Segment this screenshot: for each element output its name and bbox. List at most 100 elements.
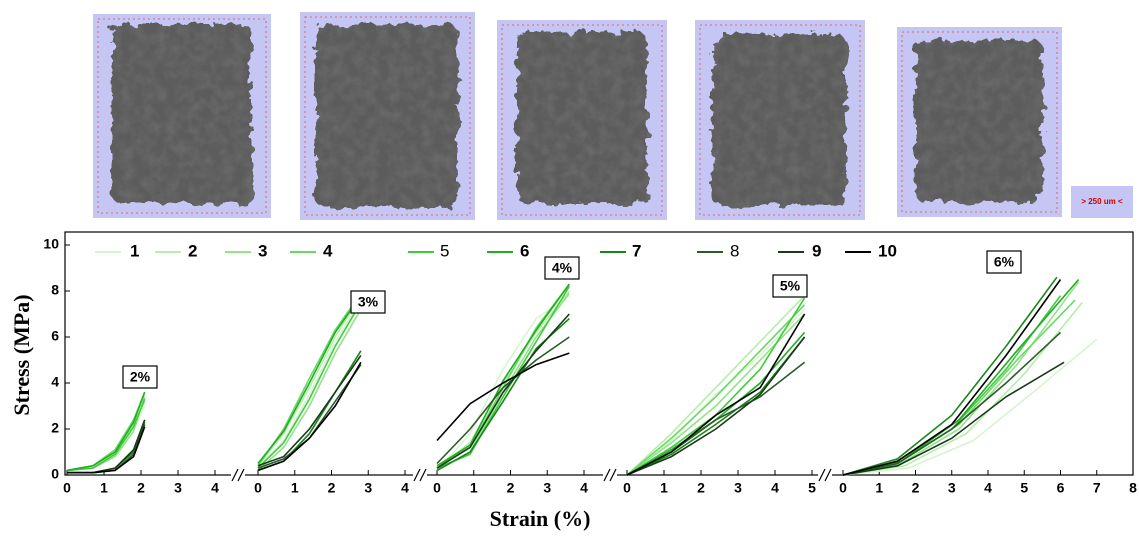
x-tick-label: 6	[1057, 480, 1065, 496]
panel: 0 1 2 3 4 3%	[254, 290, 409, 496]
x-tick-label: 1	[660, 480, 668, 496]
stress-strain-curve	[626, 304, 806, 476]
stress-strain-curve	[66, 398, 146, 472]
panel-label: 2%	[130, 369, 151, 385]
y-tick-label: 10	[43, 236, 59, 252]
panel: 0 1 2 3 4 4%	[433, 256, 588, 496]
x-tick-label: 1	[291, 480, 299, 496]
x-tick-label: 0	[839, 480, 847, 496]
axis-break-gap	[818, 469, 832, 481]
stress-strain-curve	[436, 352, 570, 442]
stress-strain-curve	[436, 294, 570, 471]
x-tick-label: 5	[808, 480, 816, 496]
x-tick-label: 2	[328, 480, 336, 496]
stress-strain-curve	[257, 361, 362, 472]
panel-label-box	[544, 256, 580, 280]
scale-bar-label: > 250 um <	[1081, 197, 1123, 206]
axis-break	[603, 468, 611, 482]
panel-label: 3%	[358, 294, 379, 310]
stress-strain-curve	[436, 336, 570, 465]
scaffold-image	[497, 20, 667, 220]
x-tick-label: 7	[1093, 480, 1101, 496]
legend-label: 2	[188, 241, 197, 260]
axis-break	[609, 468, 617, 482]
legend-label: 1	[130, 241, 139, 260]
legend-label: 4	[323, 241, 333, 260]
x-tick-label: 5	[1020, 480, 1028, 496]
x-tick-label: 3	[174, 480, 182, 496]
x-tick-label: 4	[401, 480, 409, 496]
x-tick-label: 2	[697, 480, 705, 496]
stress-strain-curve	[842, 331, 1062, 476]
axis-break	[231, 468, 239, 482]
stress-strain-curve	[842, 299, 1076, 476]
y-tick-label: 2	[51, 420, 59, 436]
scaffold-image	[300, 12, 475, 220]
stress-strain-curve	[842, 276, 1058, 476]
stress-strain-curve	[842, 295, 1062, 476]
axis-break	[824, 468, 832, 482]
x-tick-label: 0	[623, 480, 631, 496]
micro-ct-images: > 250 um <	[93, 12, 1133, 220]
stress-strain-curve	[257, 295, 362, 464]
y-tick-label: 8	[51, 282, 59, 298]
axis-break-gap	[231, 469, 245, 481]
x-tick-label: 2	[912, 480, 920, 496]
stress-strain-curve	[626, 308, 806, 476]
stress-strain-curve	[436, 283, 570, 467]
x-tick-label: 8	[1129, 480, 1137, 496]
x-axis-label: Strain (%)	[490, 506, 591, 531]
stress-strain-curve	[66, 391, 146, 472]
stress-strain-curve	[626, 313, 806, 476]
y-tick-label: 6	[51, 328, 59, 344]
stress-strain-curve	[626, 295, 806, 476]
stress-strain-curve	[67, 426, 146, 474]
panel-label-box	[772, 274, 808, 298]
panel-label: 4%	[552, 260, 573, 276]
stress-strain-curve	[626, 336, 806, 476]
stress-strain-curve	[842, 301, 1083, 476]
panel: 0 1 2 3 4 5 6 7 8 6%	[839, 250, 1137, 496]
x-tick-label: 1	[100, 480, 108, 496]
stress-strain-curve	[626, 336, 806, 476]
legend-label: 9	[812, 241, 821, 260]
x-tick-label: 0	[254, 480, 262, 496]
stress-strain-curve	[257, 354, 362, 467]
x-tick-label: 4	[580, 480, 588, 496]
panel-label: 5%	[780, 278, 801, 294]
panel-label-box	[122, 365, 158, 389]
x-tick-label: 2	[507, 480, 515, 496]
x-tick-label: 4	[211, 480, 219, 496]
legend-label: 6	[520, 241, 529, 260]
x-tick-label: 2	[137, 480, 145, 496]
x-tick-label: 3	[543, 480, 551, 496]
stress-strain-curve	[436, 285, 570, 469]
axis-break	[419, 468, 427, 482]
stress-strain-curve	[257, 308, 362, 471]
axis-break	[413, 468, 421, 482]
panel-label: 6%	[994, 254, 1015, 270]
stress-strain-curve	[842, 338, 1098, 476]
y-axis-label: Stress (MPa)	[9, 294, 34, 415]
y-tick-label: 4	[51, 374, 59, 390]
panel-label-box	[986, 250, 1022, 274]
x-tick-label: 0	[433, 480, 441, 496]
x-tick-label: 1	[470, 480, 478, 496]
stress-strain-curve	[842, 361, 1065, 476]
plot-frame	[64, 231, 1134, 476]
scaffold-image	[897, 27, 1062, 217]
stress-strain-curve	[842, 279, 1062, 476]
legend-label: 10	[878, 241, 897, 260]
axis-break	[818, 468, 826, 482]
x-tick-label: 0	[63, 480, 71, 496]
stress-strain-curve	[257, 302, 362, 469]
x-tick-label: 3	[364, 480, 372, 496]
scale-bar-box	[1071, 186, 1133, 218]
x-tick-label: 4	[771, 480, 779, 496]
panel-label-box	[350, 290, 386, 314]
x-tick-label: 1	[875, 480, 883, 496]
axis-break-gap	[603, 469, 617, 481]
legend-label: 5	[440, 241, 449, 260]
x-tick-label: 4	[984, 480, 992, 496]
